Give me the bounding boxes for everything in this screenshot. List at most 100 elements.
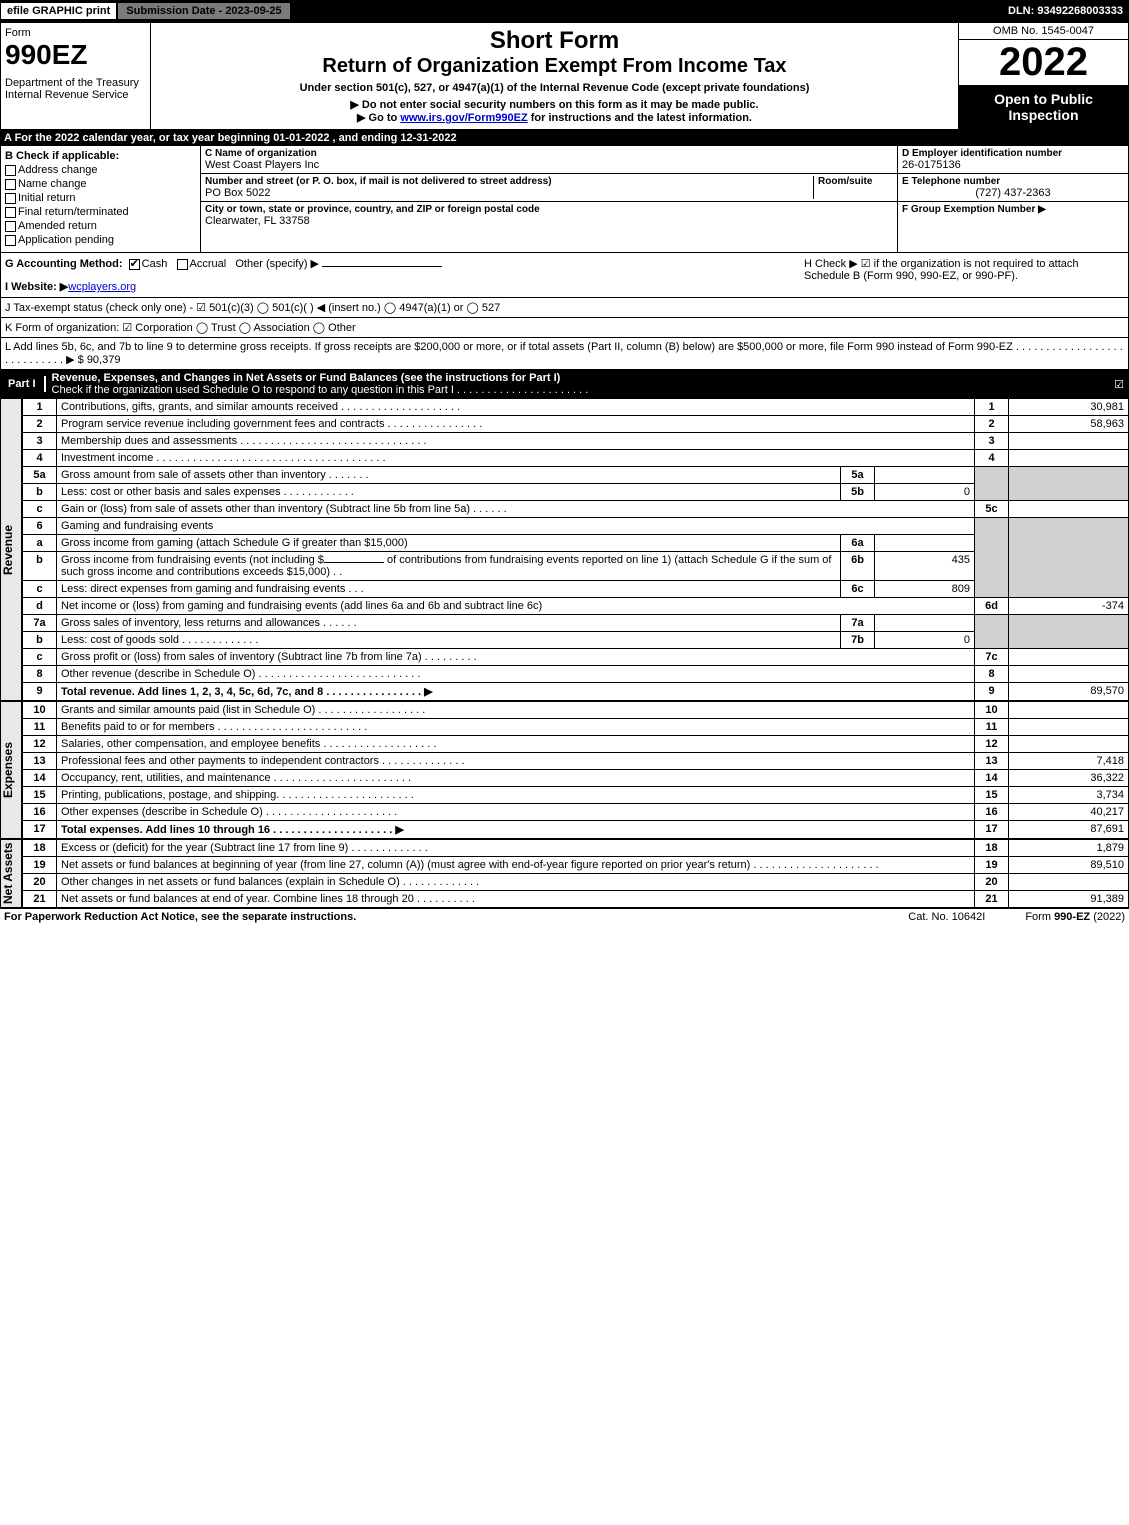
c-name-label: C Name of organization [205, 148, 893, 159]
part1-header: Part I Revenue, Expenses, and Changes in… [0, 370, 1129, 398]
chk-application-pending[interactable]: Application pending [5, 234, 196, 246]
i-website: I Website: ▶wcplayers.org [5, 280, 804, 293]
efile-print-button[interactable]: efile GRAPHIC print [0, 2, 117, 20]
revenue-section: Revenue 1Contributions, gifts, grants, a… [0, 398, 1129, 701]
line11-amt [1009, 719, 1129, 736]
form-number: 990EZ [5, 39, 146, 71]
revenue-vlabel: Revenue [0, 398, 22, 701]
line5b-amt: 0 [875, 484, 975, 501]
chk-cash[interactable] [129, 259, 140, 270]
irs-link[interactable]: www.irs.gov/Form990EZ [400, 112, 527, 124]
gross-receipts: 90,379 [87, 354, 121, 366]
row-a-tax-year: A For the 2022 calendar year, or tax yea… [0, 130, 1129, 146]
line6a-amt [875, 535, 975, 552]
form-header: Form 990EZ Department of the Treasury In… [0, 22, 1129, 130]
row-j: J Tax-exempt status (check only one) - ☑… [0, 298, 1129, 318]
line4-amt [1009, 450, 1129, 467]
g-accounting: G Accounting Method: Cash Accrual Other … [5, 257, 804, 270]
org-name: West Coast Players Inc [205, 159, 893, 171]
footer-right: Form 990-EZ (2022) [1025, 911, 1125, 923]
org-street: PO Box 5022 [205, 187, 813, 199]
chk-address-change[interactable]: Address change [5, 164, 196, 176]
h-schedule-b: H Check ▶ ☑ if the organization is not r… [804, 257, 1124, 293]
form-right-block: OMB No. 1545-0047 2022 Open to Public In… [958, 23, 1128, 129]
form-title: Return of Organization Exempt From Incom… [159, 55, 950, 78]
line6b-amt: 435 [875, 552, 975, 581]
c-city-label: City or town, state or province, country… [205, 204, 893, 215]
line15-amt: 3,734 [1009, 787, 1129, 804]
website-link[interactable]: wcplayers.org [68, 281, 136, 293]
form-subtitle: Under section 501(c), 527, or 4947(a)(1)… [159, 82, 950, 94]
expenses-vlabel: Expenses [0, 701, 22, 839]
row-g-h: G Accounting Method: Cash Accrual Other … [0, 253, 1129, 298]
expenses-section: Expenses 10Grants and similar amounts pa… [0, 701, 1129, 839]
link-post: for instructions and the latest informat… [528, 112, 752, 124]
col-def: D Employer identification number 26-0175… [898, 146, 1128, 252]
part1-title: Revenue, Expenses, and Changes in Net As… [52, 372, 561, 384]
line17-amt: 87,691 [1009, 821, 1129, 839]
chk-final-return[interactable]: Final return/terminated [5, 206, 196, 218]
footer-center: Cat. No. 10642I [908, 911, 985, 923]
phone-value: (727) 437-2363 [902, 187, 1124, 199]
line5a-amt [875, 467, 975, 484]
form-link-line: ▶ Go to www.irs.gov/Form990EZ for instru… [159, 111, 950, 124]
open-to-public: Open to Public Inspection [959, 85, 1128, 129]
line18-amt: 1,879 [1009, 840, 1129, 857]
col-b-checkboxes: B Check if applicable: Address change Na… [1, 146, 201, 252]
line5c-amt [1009, 501, 1129, 518]
part1-sub: Check if the organization used Schedule … [52, 384, 589, 396]
line14-amt: 36,322 [1009, 770, 1129, 787]
top-bar: efile GRAPHIC print Submission Date - 20… [0, 0, 1129, 22]
col-c-org-info: C Name of organization West Coast Player… [201, 146, 898, 252]
expenses-table: 10Grants and similar amounts paid (list … [22, 701, 1129, 839]
block-bcdef: B Check if applicable: Address change Na… [0, 146, 1129, 253]
line12-amt [1009, 736, 1129, 753]
row-k: K Form of organization: ☑ Corporation ◯ … [0, 318, 1129, 338]
part1-check[interactable]: ☑ [1109, 378, 1129, 391]
line9-amt: 89,570 [1009, 683, 1129, 701]
submission-date-button[interactable]: Submission Date - 2023-09-25 [117, 2, 290, 20]
form-number-block: Form 990EZ Department of the Treasury In… [1, 23, 151, 129]
chk-name-change[interactable]: Name change [5, 178, 196, 190]
chk-initial-return[interactable]: Initial return [5, 192, 196, 204]
line6d-amt: -374 [1009, 598, 1129, 615]
page-footer: For Paperwork Reduction Act Notice, see … [0, 908, 1129, 925]
line8-amt [1009, 666, 1129, 683]
revenue-table: 1Contributions, gifts, grants, and simil… [22, 398, 1129, 701]
line7c-amt [1009, 649, 1129, 666]
b-label: B Check if applicable: [5, 150, 196, 162]
line16-amt: 40,217 [1009, 804, 1129, 821]
tax-year: 2022 [959, 40, 1128, 85]
form-warning: ▶ Do not enter social security numbers o… [159, 98, 950, 111]
omb-number: OMB No. 1545-0047 [959, 23, 1128, 40]
short-form-title: Short Form [159, 27, 950, 55]
dln-label: DLN: 93492268003333 [1002, 3, 1129, 19]
line20-amt [1009, 874, 1129, 891]
line6c-amt: 809 [875, 581, 975, 598]
line19-amt: 89,510 [1009, 857, 1129, 874]
line21-amt: 91,389 [1009, 891, 1129, 908]
line1-amt: 30,981 [1009, 399, 1129, 416]
link-pre: ▶ Go to [357, 112, 400, 124]
line13-amt: 7,418 [1009, 753, 1129, 770]
d-ein-label: D Employer identification number [902, 148, 1124, 159]
ein-value: 26-0175136 [902, 159, 1124, 171]
line7a-amt [875, 615, 975, 632]
netassets-vlabel: Net Assets [0, 839, 22, 908]
c-room-label: Room/suite [818, 176, 893, 187]
part1-tag: Part I [0, 376, 46, 392]
department-label: Department of the Treasury Internal Reve… [5, 77, 146, 101]
chk-amended-return[interactable]: Amended return [5, 220, 196, 232]
netassets-section: Net Assets 18Excess or (deficit) for the… [0, 839, 1129, 908]
line2-amt: 58,963 [1009, 416, 1129, 433]
line3-amt [1009, 433, 1129, 450]
chk-accrual[interactable] [177, 259, 188, 270]
c-street-label: Number and street (or P. O. box, if mail… [205, 176, 813, 187]
f-group-label: F Group Exemption Number ▶ [902, 204, 1124, 215]
footer-left: For Paperwork Reduction Act Notice, see … [4, 911, 356, 923]
e-phone-label: E Telephone number [902, 176, 1124, 187]
org-city: Clearwater, FL 33758 [205, 215, 893, 227]
line7b-amt: 0 [875, 632, 975, 649]
netassets-table: 18Excess or (deficit) for the year (Subt… [22, 839, 1129, 908]
line10-amt [1009, 702, 1129, 719]
